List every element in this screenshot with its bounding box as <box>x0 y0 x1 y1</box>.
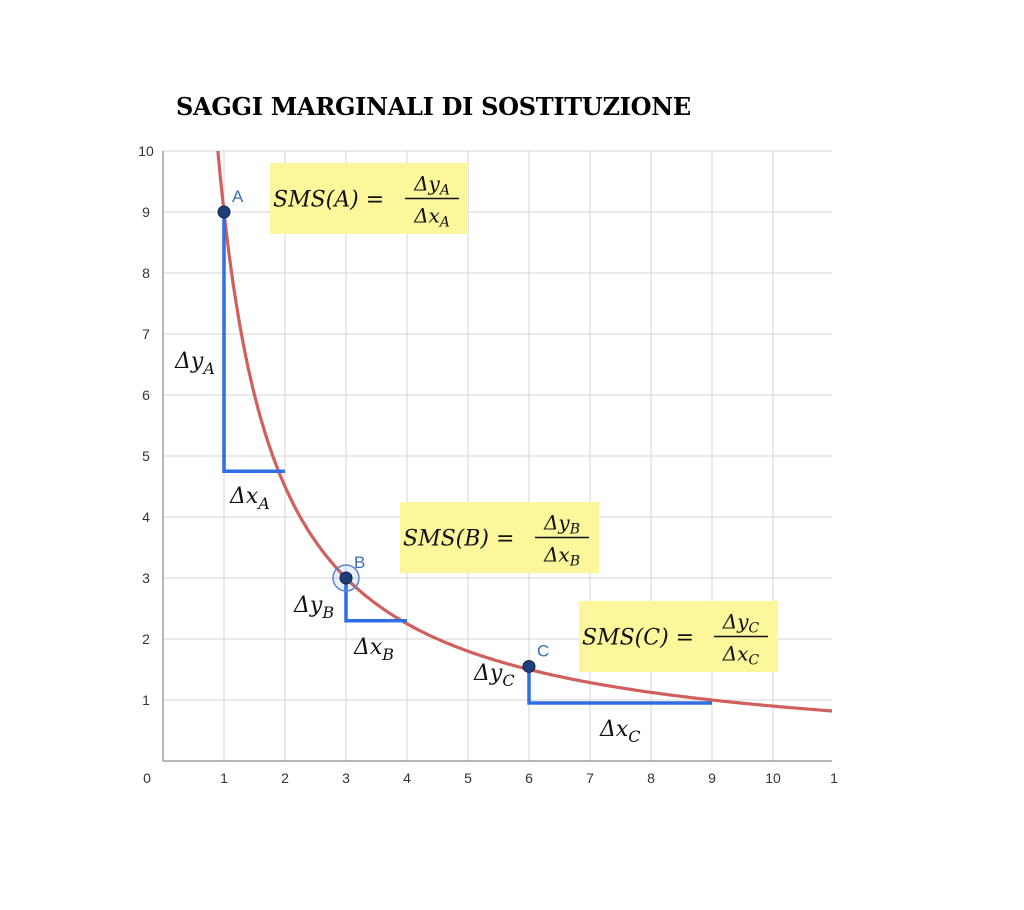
y-tick-label: 5 <box>142 448 150 464</box>
formula-lhs-b: SMS(B) = <box>403 527 514 552</box>
x-tick-label: 3 <box>342 770 350 786</box>
y-tick-label: 9 <box>142 204 150 220</box>
point-label-c: C <box>537 641 549 660</box>
x-tick-label: 0 <box>143 770 151 786</box>
formula-numerator-c: ΔyC <box>722 610 760 637</box>
x-tick-label: 7 <box>586 770 594 786</box>
formula-numerator-a: ΔyA <box>413 172 450 199</box>
delta-y-label-a: ΔyA <box>174 349 215 378</box>
formula-denominator-a: ΔxA <box>413 204 450 231</box>
y-tick-label: 10 <box>138 143 154 159</box>
x-tick-label: 8 <box>647 770 655 786</box>
delta-x-label-c: ΔxC <box>599 717 641 746</box>
point-a <box>217 205 231 219</box>
y-tick-label: 6 <box>142 387 150 403</box>
x-tick-label: 1 <box>220 770 228 786</box>
chart-title: SAGGI MARGINALI DI SOSTITUZIONE <box>176 92 691 121</box>
point-label-a: A <box>232 187 244 206</box>
y-tick-label: 3 <box>142 570 150 586</box>
delta-step-a <box>222 212 285 473</box>
delta-y-label-b: ΔyB <box>293 593 334 622</box>
point-c <box>522 659 536 673</box>
y-tick-label: 7 <box>142 326 150 342</box>
formula-lhs-a: SMS(A) = <box>273 188 384 213</box>
y-tick-label: 4 <box>142 509 150 525</box>
x-tick-label: 5 <box>464 770 472 786</box>
delta-x-label-b: ΔxB <box>353 635 394 664</box>
delta-step-c <box>527 666 712 705</box>
formula-numerator-b: ΔyB <box>543 511 580 538</box>
formula-denominator-c: ΔxC <box>722 642 760 669</box>
delta-y-label-c: ΔyC <box>473 661 515 690</box>
point-label-b: B <box>354 553 365 572</box>
x-tick-label: 2 <box>281 770 289 786</box>
y-tick-label: 8 <box>142 265 150 281</box>
x-tick-label: 6 <box>525 770 533 786</box>
delta-x-label-a: ΔxA <box>229 484 270 513</box>
y-tick-label: 2 <box>142 631 150 647</box>
formula-lhs-c: SMS(C) = <box>582 626 694 651</box>
delta-step-b <box>344 578 407 623</box>
x-tick-label: 1 <box>830 770 838 786</box>
point-b <box>339 571 353 585</box>
x-tick-label: 4 <box>403 770 411 786</box>
x-tick-label: 9 <box>708 770 716 786</box>
y-tick-label: 1 <box>142 692 150 708</box>
x-tick-label: 10 <box>765 770 781 786</box>
formula-denominator-b: ΔxB <box>543 543 580 570</box>
